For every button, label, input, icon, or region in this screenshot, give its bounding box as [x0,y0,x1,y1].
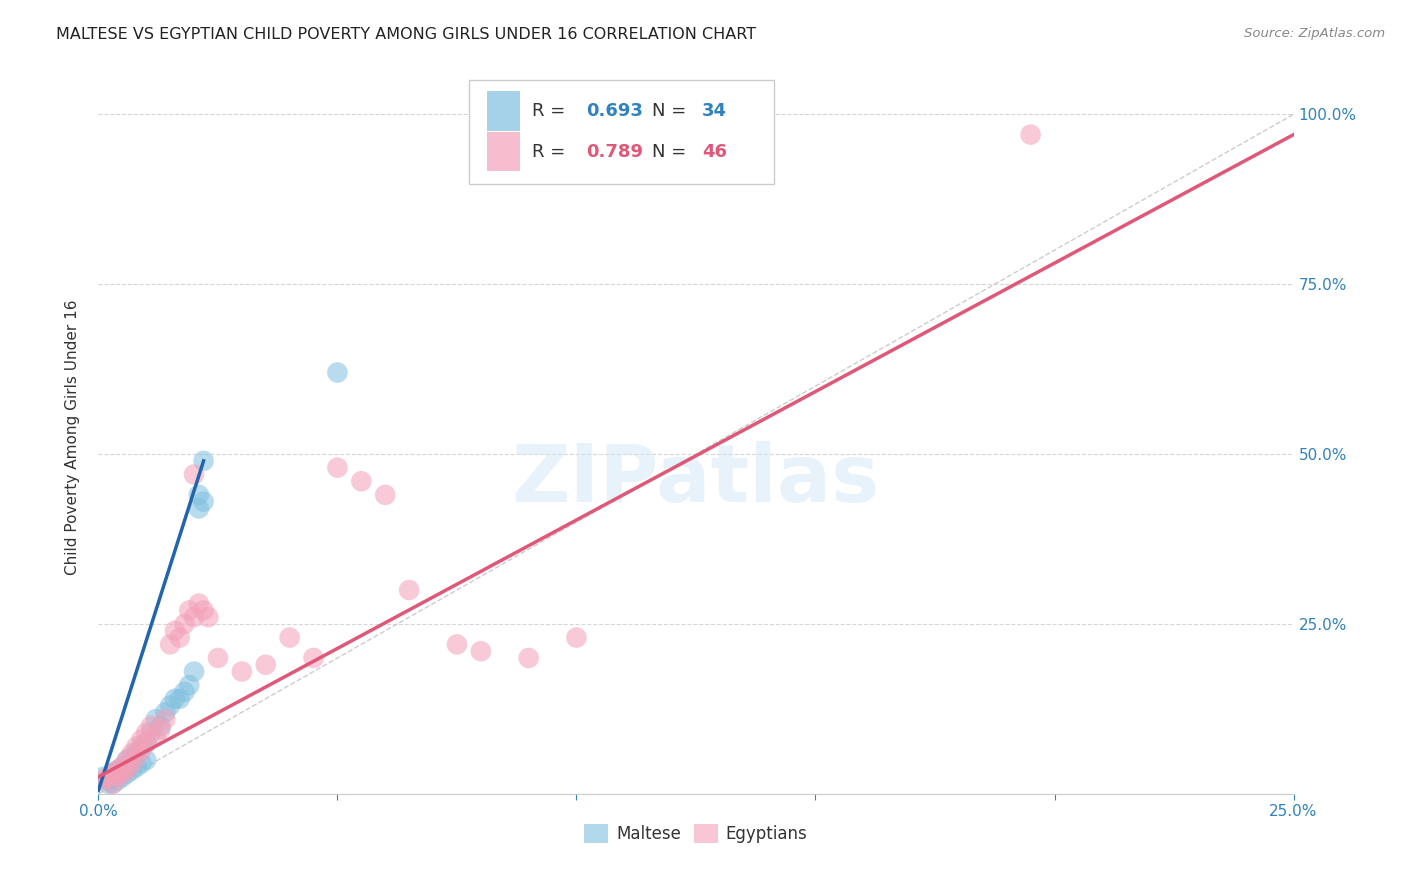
Point [163,624,186,638]
Point [193,454,215,468]
Point [446,637,468,651]
Point [135,753,157,767]
Point [278,631,301,645]
Point [131,742,153,756]
Text: N =: N = [652,143,692,161]
Point [302,651,325,665]
Text: 46: 46 [702,143,727,161]
Point [101,777,124,791]
Point [326,366,349,380]
Point [111,766,134,780]
Text: 0.789: 0.789 [586,143,643,161]
Point [135,725,157,739]
Point [97,773,120,788]
Point [125,746,148,760]
Point [155,706,177,720]
Point [398,582,420,597]
Point [107,773,129,788]
Text: MALTESE VS EGYPTIAN CHILD POVERTY AMONG GIRLS UNDER 16 CORRELATION CHART: MALTESE VS EGYPTIAN CHILD POVERTY AMONG … [56,27,756,42]
Point [173,685,195,699]
Point [193,494,215,508]
Point [145,712,167,726]
FancyBboxPatch shape [486,91,520,130]
Point [115,766,138,780]
Text: N =: N = [652,102,692,120]
Point [163,691,186,706]
Point [139,719,162,733]
Point [107,763,129,777]
Point [159,698,181,713]
Point [101,766,124,780]
Point [125,739,148,754]
Point [101,766,124,780]
Point [121,756,143,771]
Text: R =: R = [533,102,571,120]
Point [149,723,172,737]
Point [91,770,114,784]
Point [121,746,143,760]
Point [179,678,201,692]
Point [97,777,120,791]
Point [183,610,205,624]
Point [125,749,148,764]
Legend: Maltese, Egyptians: Maltese, Egyptians [578,817,814,850]
Point [187,597,209,611]
Point [374,488,396,502]
Text: ZIPatlas: ZIPatlas [512,441,880,519]
Point [97,770,120,784]
Point [173,617,195,632]
Text: R =: R = [533,143,571,161]
Point [159,637,181,651]
Point [231,665,253,679]
Text: Source: ZipAtlas.com: Source: ZipAtlas.com [1244,27,1385,40]
Point [115,763,138,777]
Point [131,739,153,754]
Point [169,691,191,706]
Point [111,760,134,774]
Point [193,603,215,617]
Point [187,501,209,516]
FancyBboxPatch shape [470,80,773,184]
Point [131,732,153,747]
Point [115,753,138,767]
Point [115,753,138,767]
Point [111,760,134,774]
Point [121,749,143,764]
Point [91,773,114,788]
Point [131,756,153,771]
Point [155,712,177,726]
Point [179,603,201,617]
Point [107,763,129,777]
Point [350,475,373,489]
Point [111,770,134,784]
Point [135,736,157,750]
Point [183,467,205,482]
Point [139,725,162,739]
Point [169,631,191,645]
Point [149,719,172,733]
Point [254,657,277,672]
Point [565,631,588,645]
Point [207,651,229,665]
Point [145,729,167,743]
Point [470,644,492,658]
Y-axis label: Child Poverty Among Girls Under 16: Child Poverty Among Girls Under 16 [65,300,80,574]
Point [101,777,124,791]
Text: 0.693: 0.693 [586,102,643,120]
Point [326,460,349,475]
Point [1019,128,1042,142]
Text: 34: 34 [702,102,727,120]
Point [135,736,157,750]
Point [183,665,205,679]
Point [187,488,209,502]
Point [517,651,540,665]
Point [125,760,148,774]
Point [121,763,143,777]
FancyBboxPatch shape [486,132,520,171]
Point [107,770,129,784]
Point [197,610,219,624]
